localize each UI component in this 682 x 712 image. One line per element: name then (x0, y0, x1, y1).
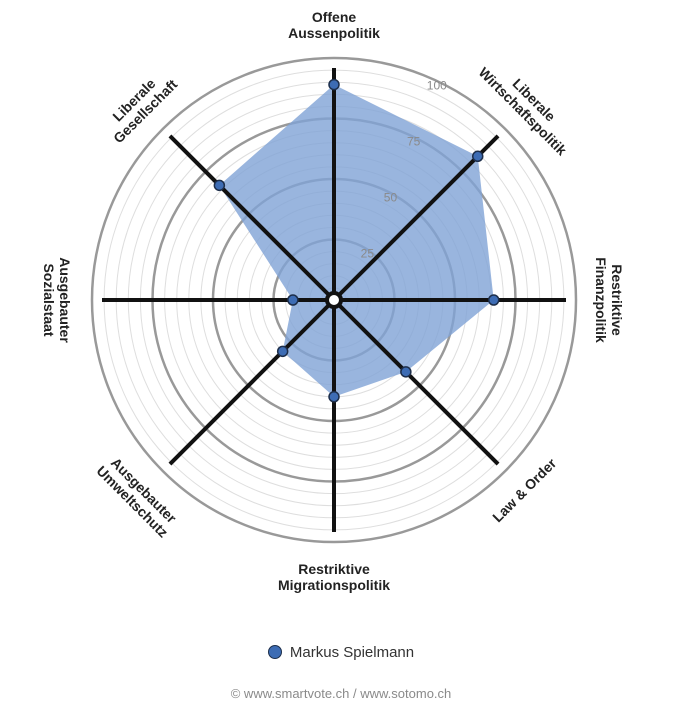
legend: Markus Spielmann (0, 640, 682, 664)
axis-label-line: Sozialstaat (41, 263, 57, 336)
data-point (276, 345, 289, 358)
tick-label: 75 (407, 135, 421, 149)
data-point (287, 294, 299, 306)
axis-label-line: Restriktive (298, 561, 370, 577)
legend-label: Markus Spielmann (289, 643, 415, 661)
axis-spoke (168, 134, 336, 302)
data-point (471, 150, 484, 163)
axis-spoke (168, 298, 336, 466)
grid-ring-major (90, 56, 578, 544)
tick-label: 50 (384, 190, 398, 204)
series-area (219, 84, 494, 397)
tick-label: 100 (427, 79, 447, 93)
axis-label-line: Ausgebauter (57, 257, 73, 343)
data-point (328, 78, 340, 91)
legend-marker (267, 645, 282, 659)
data-point (400, 366, 412, 378)
tick-label: 25 (361, 246, 375, 260)
axis-spoke (332, 298, 500, 466)
axis-label-line: Restriktive (609, 264, 625, 336)
axis-label: Law & Order (489, 455, 560, 526)
data-point (328, 391, 340, 403)
data-point (487, 294, 500, 306)
axis-label-line: Migrationspolitik (278, 577, 390, 593)
radar-chart: 255075100OffeneAussenpolitikLiberaleWirt… (41, 9, 625, 593)
axis-spoke (332, 134, 500, 302)
copyright-footer: © www.smartvote.ch / www.sotomo.ch (230, 686, 452, 701)
axis-label-line: Offene (312, 9, 357, 25)
axis-label-line: Law & Order (489, 455, 560, 526)
axis-label-line: Aussenpolitik (288, 25, 380, 41)
axis-label-line: Finanzpolitik (593, 257, 609, 343)
data-point (213, 179, 226, 192)
center-marker (325, 291, 343, 309)
